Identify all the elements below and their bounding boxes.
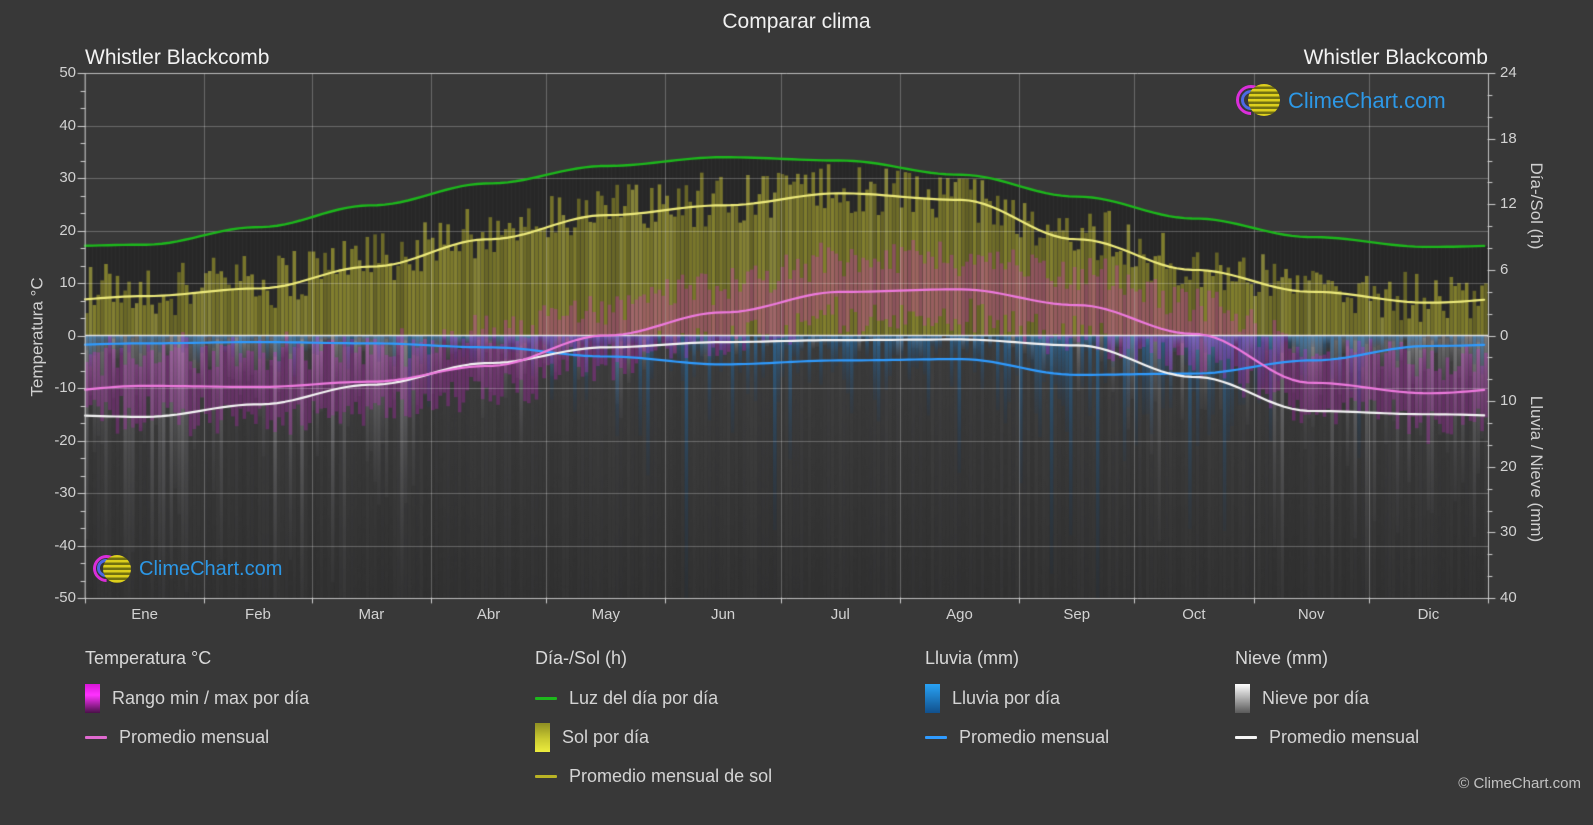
legend-item-label: Sol por día xyxy=(562,726,650,747)
line-white-swatch xyxy=(1235,735,1257,739)
temp-tick-label: -40 xyxy=(54,536,76,554)
watermark-text: ClimeChart.com xyxy=(1288,88,1446,113)
line-green-swatch xyxy=(535,696,557,700)
x-tick-month-label: Jul xyxy=(830,606,850,623)
legend-item: Promedio mensual xyxy=(1235,722,1419,752)
rain-snow-tick-label: 40 xyxy=(1500,589,1517,606)
gradient-magenta-swatch xyxy=(85,683,100,713)
legend-group-title: Lluvia (mm) xyxy=(925,648,1020,668)
x-tick-month-label: Abr xyxy=(476,606,501,623)
rain-snow-tick-label: 30 xyxy=(1500,523,1517,541)
x-tick-month-label: Ago xyxy=(946,606,973,623)
watermark-bottom-left: ClimeChart.com xyxy=(87,549,283,588)
legend-group-0: Temperatura °C Rango min / max por día Pro… xyxy=(85,648,309,761)
station-name-left: Whistler Blackcomb xyxy=(85,46,270,69)
x-tick-month-label: Dic xyxy=(1417,606,1440,623)
temp-tick-label: -30 xyxy=(54,484,76,501)
watermark-text: ClimeChart.com xyxy=(139,557,283,580)
line-magenta-swatch xyxy=(85,735,107,739)
legend-item-label: Promedio mensual xyxy=(1269,726,1420,747)
legend-item-label: Promedio mensual xyxy=(119,726,270,747)
x-tick-month-label: May xyxy=(591,606,620,623)
legend-item: Nieve por día xyxy=(1235,683,1419,713)
temp-tick-label: 40 xyxy=(59,116,76,134)
climechart-logo-icon xyxy=(87,549,131,588)
legend-item: Lluvia por día xyxy=(925,683,1109,713)
legend-item: Promedio mensual xyxy=(85,722,309,752)
legend-item: Luz del día por día xyxy=(535,683,772,713)
temp-tick-label: 20 xyxy=(59,221,76,239)
station-name-right: Whistler Blackcomb xyxy=(1303,46,1488,69)
legend-group-title: Temperatura °C xyxy=(85,648,212,668)
x-tick-month-label: Mar xyxy=(358,606,385,623)
day-sun-tick-label: 0 xyxy=(1500,326,1509,344)
legend-item: Promedio mensual xyxy=(925,722,1109,752)
gradient-sun-swatch xyxy=(535,722,550,752)
temp-tick-label: 0 xyxy=(67,326,76,344)
line-olive-swatch xyxy=(535,774,557,778)
temp-tick-label: -50 xyxy=(54,589,76,606)
temp-tick-label: 30 xyxy=(59,169,76,186)
legend-group-2: Lluvia (mm) Lluvia por día Promedio mensua… xyxy=(925,648,1109,761)
gradient-snow-swatch xyxy=(1235,683,1250,713)
legend-item-label: Lluvia por día xyxy=(952,687,1061,708)
y-axis-title-day-sun: Día-/Sol (h) xyxy=(1527,162,1546,250)
legend-group-1: Día-/Sol (h) Luz del día por día Sol por d… xyxy=(535,648,772,800)
climechart-logo-icon xyxy=(1229,78,1280,122)
day-sun-tick-label: 6 xyxy=(1500,260,1509,278)
rain-snow-tick-label: 20 xyxy=(1500,457,1517,475)
day-sun-tick-label: 24 xyxy=(1500,64,1517,81)
legend-item-label: Nieve por día xyxy=(1262,687,1370,708)
rain-snow-tick-label: 10 xyxy=(1500,392,1517,410)
watermark-top-right: ClimeChart.com xyxy=(1229,78,1446,122)
legend-item: Promedio mensual de sol xyxy=(535,761,772,791)
legend-group-3: Nieve (mm) Nieve por día Promedio mensual xyxy=(1235,648,1419,761)
legend-item: Sol por día xyxy=(535,722,772,752)
day-sun-tick-label: 18 xyxy=(1500,129,1517,147)
y-axis-title-rain-snow: Lluvia / Nieve (mm) xyxy=(1527,395,1546,543)
x-tick-month-label: Ene xyxy=(131,606,158,623)
x-tick-month-label: Nov xyxy=(1297,606,1325,623)
x-tick-month-label: Jun xyxy=(710,606,736,623)
legend-item-label: Promedio mensual de sol xyxy=(569,765,773,786)
legend-item-label: Luz del día por día xyxy=(569,687,719,708)
x-tick-month-label: Oct xyxy=(1182,606,1206,623)
legend-item-label: Promedio mensual xyxy=(959,726,1110,747)
page-title: Comparar clima xyxy=(722,10,871,33)
x-tick-month-label: Sep xyxy=(1063,606,1091,623)
legend-item-label: Rango min / max por día xyxy=(112,687,310,708)
legend-group-title: Nieve (mm) xyxy=(1235,648,1328,668)
x-tick-month-label: Feb xyxy=(245,606,271,623)
temp-tick-label: -20 xyxy=(54,431,76,449)
line-blue-swatch xyxy=(925,735,947,739)
legend-item: Rango min / max por día xyxy=(85,683,309,713)
temp-tick-label: -10 xyxy=(54,379,76,396)
temp-tick-label: 50 xyxy=(59,64,76,81)
temp-tick-label: 10 xyxy=(59,274,76,291)
day-sun-tick-label: 12 xyxy=(1500,195,1517,213)
gradient-rain-swatch xyxy=(925,683,940,713)
copyright-text: © ClimeChart.com xyxy=(1458,775,1581,792)
legend-group-title: Día-/Sol (h) xyxy=(535,648,628,668)
